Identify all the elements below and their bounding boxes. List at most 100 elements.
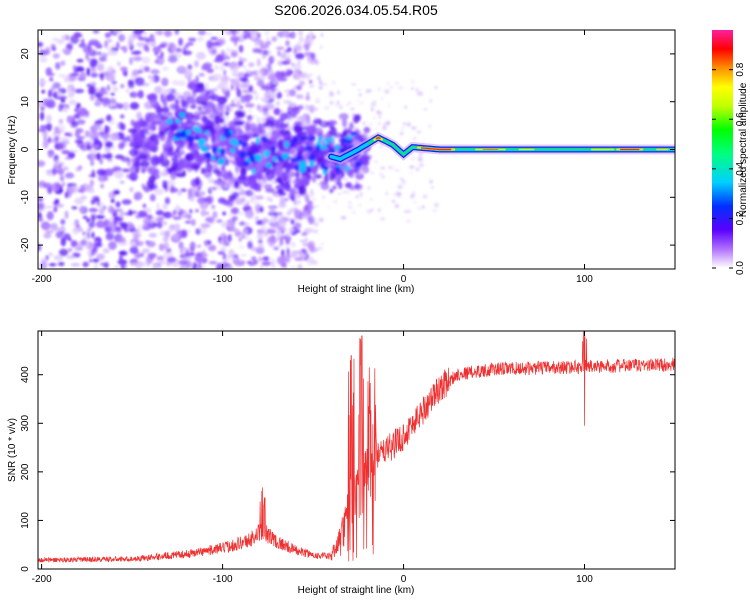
spectrogram-cell: [299, 252, 304, 258]
spectrogram-cell: [114, 265, 119, 269]
spectrogram-cell: [313, 216, 317, 221]
spectrogram-cell: [227, 170, 232, 178]
spectrogram-cell: [250, 238, 253, 243]
spectrogram-cell: [275, 176, 284, 183]
spectrogram-cell: [106, 84, 111, 92]
figure-title: S206.2026.034.05.54.R05: [274, 2, 438, 18]
spectrogram-cell: [286, 211, 292, 216]
spectrogram-cell: [90, 153, 98, 160]
spectrogram-cell: [197, 36, 204, 42]
spectrogram-cell: [171, 157, 179, 163]
spectrogram-cell: [297, 59, 301, 64]
spectrogram-cell: [130, 50, 141, 55]
spectrogram-cell: [243, 92, 248, 95]
spectrogram-cell: [314, 164, 317, 167]
spectrogram-cell: [162, 88, 167, 97]
spectrogram-cell: [233, 127, 242, 133]
spectrogram-cell: [99, 72, 105, 79]
spectrogram-cell: [69, 149, 79, 153]
spectrogram-cell: [228, 211, 233, 218]
spectrogram-cell: [44, 205, 53, 209]
spectrogram-ytick-label: -20: [20, 237, 31, 252]
spectrogram-cell: [242, 141, 247, 147]
spectrogram-cell: [378, 207, 381, 213]
spectrogram-cell: [38, 160, 46, 167]
spectrogram-cell: [54, 198, 60, 205]
spectrogram-cell: [262, 65, 266, 70]
spectrogram-cell: [228, 229, 236, 232]
spectrogram-cell: [291, 241, 296, 248]
spectrogram-cell: [242, 160, 250, 167]
spectrogram-cell: [135, 260, 143, 269]
spectrogram-cell: [354, 180, 360, 184]
spectrogram-cell: [154, 85, 163, 94]
spectrogram-cell: [294, 165, 299, 171]
spectrogram-cell: [273, 107, 281, 116]
spectrogram-cell: [148, 175, 157, 184]
spectrogram-cell: [64, 172, 75, 179]
spectrogram-cell: [388, 166, 392, 170]
spectrogram-cell: [304, 215, 309, 219]
spectrogram-cell: [401, 179, 406, 185]
spectrogram-cell: [298, 160, 307, 167]
spectrogram-cell: [129, 246, 139, 254]
spectrogram-cell: [376, 127, 379, 130]
spectrogram-cell: [244, 94, 251, 103]
spectrogram-cell: [222, 184, 228, 189]
spectrogram-cell: [234, 197, 245, 205]
spectrogram-cell: [315, 107, 319, 111]
spectrogram-cell: [237, 211, 244, 216]
spectrogram-ytick-label: 20: [20, 48, 31, 60]
spectrogram-cell: [290, 218, 295, 225]
spectrogram-cell: [338, 182, 343, 190]
spectrogram-cell: [261, 53, 267, 59]
spectrogram-cell: [319, 145, 328, 150]
spectrogram-cell: [332, 80, 336, 85]
spectrogram-cell: [220, 148, 225, 156]
spectrogram-cell: [332, 199, 338, 204]
spectrogram-cell: [423, 108, 428, 111]
spectrogram-cell: [76, 136, 85, 140]
spectrogram-cell: [350, 107, 355, 110]
spectrogram-cell: [190, 119, 196, 126]
spectrogram-cell: [295, 252, 298, 257]
spectrogram-cell: [311, 260, 318, 265]
spectrogram-cell: [348, 175, 354, 178]
spectrogram-cell: [123, 228, 130, 232]
spectrogram-cell: [106, 221, 114, 227]
spectrogram-cell: [168, 42, 175, 48]
spectrogram-cell: [150, 69, 160, 75]
spectrogram-cell: [407, 210, 412, 213]
spectrogram-cell: [221, 115, 225, 119]
spectrogram-cell: [186, 261, 192, 269]
spectrogram-cell: [298, 249, 303, 253]
spectrogram-cell: [97, 173, 107, 183]
spectrogram-cell: [314, 204, 320, 208]
spectrogram-cell: [162, 98, 168, 107]
spectrogram-cell: [285, 93, 292, 97]
spectrogram-cell: [212, 73, 223, 79]
spectrogram-cell: [121, 199, 132, 205]
spectrogram-cell: [288, 260, 291, 264]
spectrogram-cell: [219, 64, 225, 72]
spectrogram-cell: [282, 217, 291, 222]
spectrogram-cell: [242, 34, 249, 40]
spectrogram-cell: [329, 126, 337, 137]
spectrogram-cell: [182, 50, 193, 56]
spectrogram-cell: [230, 251, 234, 256]
spectrogram-cell: [189, 209, 193, 214]
spectrogram-cell: [186, 213, 192, 220]
spectrogram-cell: [195, 75, 199, 84]
spectrogram-cell: [275, 123, 286, 131]
spectrogram-cell: [286, 54, 292, 58]
spectrogram-cell: [237, 60, 244, 66]
spectrogram-cell: [88, 86, 96, 96]
spectrogram-cell: [92, 242, 98, 252]
spectrogram-cell: [40, 105, 45, 111]
spectrogram-cell: [309, 73, 313, 77]
spectrogram-cell: [336, 192, 343, 196]
spectrogram-cell: [198, 138, 205, 146]
spectrogram-cell: [367, 186, 371, 191]
spectrogram-cell: [356, 99, 360, 102]
